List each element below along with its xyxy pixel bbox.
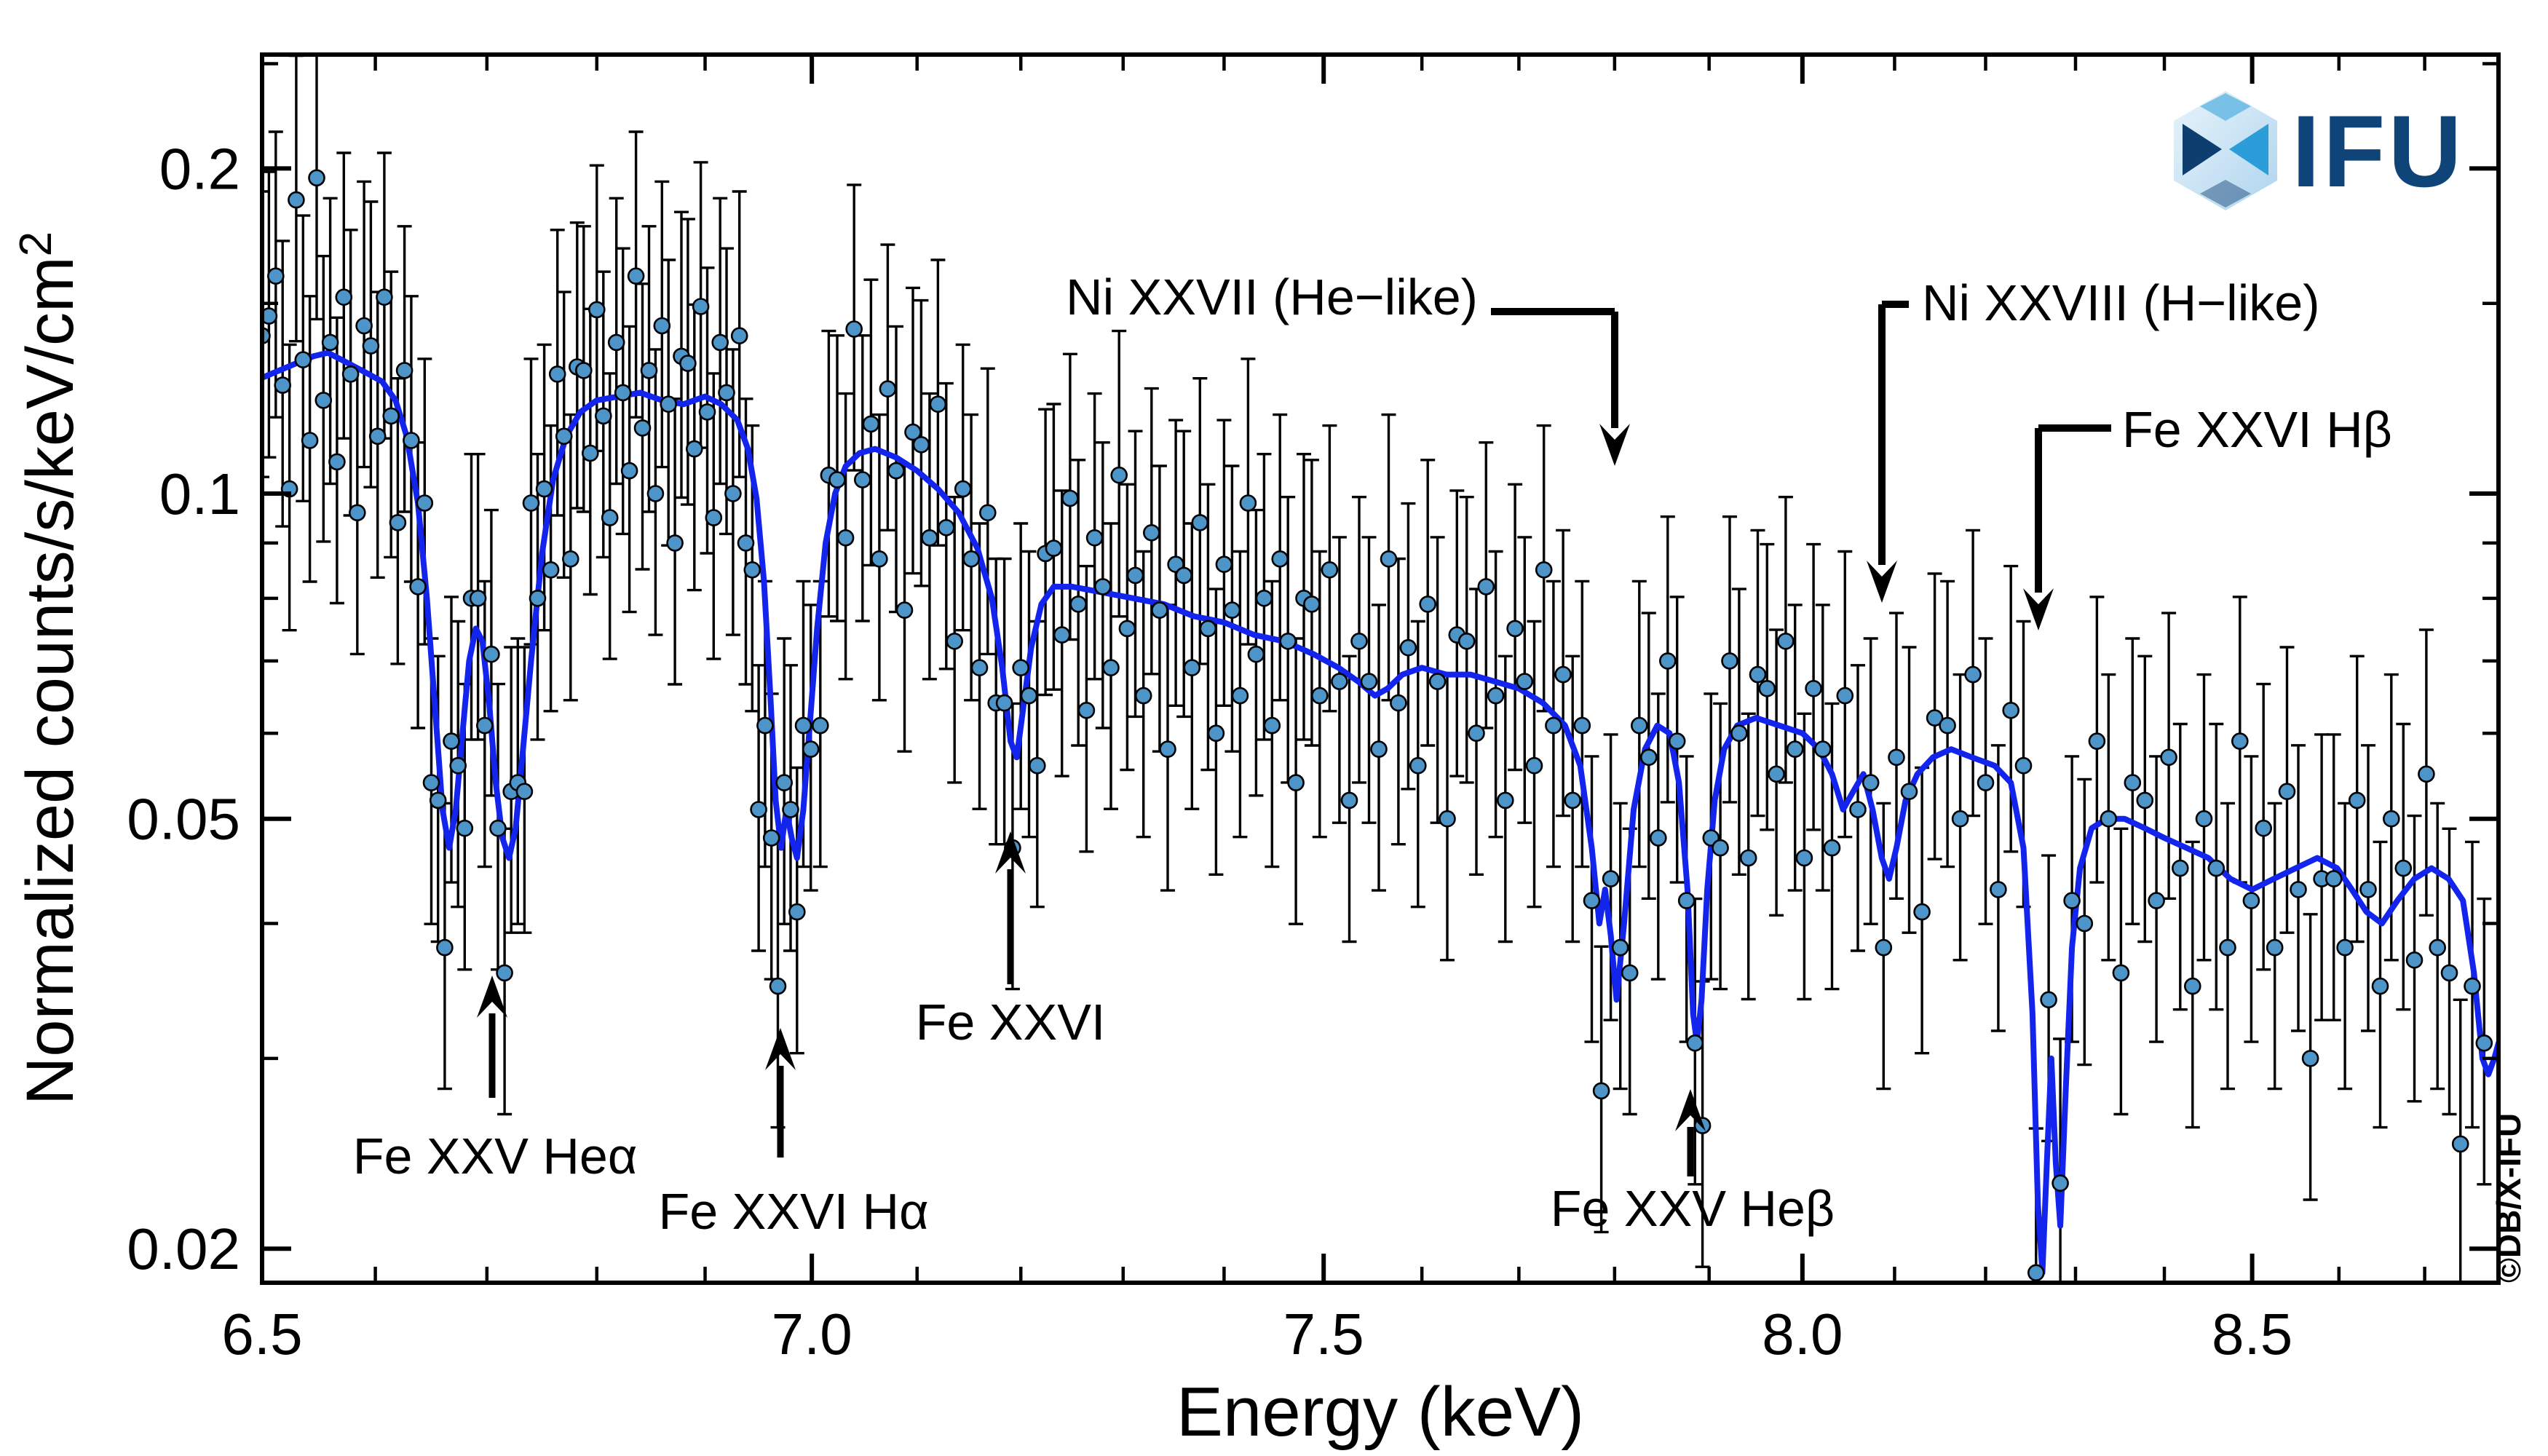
arrowhead-down-icon — [2023, 588, 2054, 630]
line-annotation: Fe XXV Heα — [353, 976, 638, 1184]
y-tick-label: 0.1 — [159, 462, 240, 526]
line-annotation: Fe XXVI Hβ — [2023, 401, 2392, 630]
x-tick-label: 8.0 — [1762, 1302, 1843, 1366]
annotation-label: Ni XXVII (He−like) — [1066, 269, 1478, 325]
arrowhead-up-icon — [765, 1028, 796, 1070]
plot-frame — [260, 52, 2501, 1285]
x-tick-label: 7.5 — [1283, 1302, 1364, 1366]
ifu-logo-text: IFU — [2292, 94, 2465, 208]
svg-text:©DB/X-IFU: ©DB/X-IFU — [2490, 1113, 2528, 1283]
tick-labels: 6.5 7.0 7.5 8.0 8.5 0.02 0.05 0.1 0.2 — [127, 136, 2292, 1366]
annotation-label: Fe XXV Heα — [353, 1128, 638, 1184]
data-points — [262, 169, 2493, 1282]
svg-text:Normalized counts/s/keV/cm2: Normalized counts/s/keV/cm2 — [11, 232, 87, 1105]
annotation-label: Ni XXVIII (H−like) — [1922, 274, 2320, 331]
line-annotation: Fe XXVI Hα — [658, 1028, 929, 1240]
error-bars — [262, 55, 2492, 1283]
line-annotation: Fe XXVI — [916, 831, 1106, 1051]
annotation-label: Fe XXVI — [916, 994, 1106, 1051]
ifu-logo: IFU — [2174, 91, 2465, 210]
annotation-label: Fe XXVI Hα — [658, 1183, 928, 1240]
y-tick-label: 0.05 — [127, 787, 240, 852]
y-tick-label: 0.02 — [127, 1216, 240, 1281]
x-tick-label: 7.0 — [772, 1302, 852, 1366]
annotation-label: Fe XXV Heβ — [1551, 1180, 1835, 1237]
x-tick-label: 8.5 — [2212, 1302, 2292, 1366]
arrowhead-up-icon — [1675, 1089, 1706, 1131]
line-annotation: Fe XXV Heβ — [1551, 1089, 1835, 1237]
arrowhead-down-icon — [1867, 561, 1897, 603]
x-tick-label: 6.5 — [221, 1302, 302, 1366]
line-annotation: Ni XXVII (He−like) — [1066, 269, 1630, 466]
y-axis-label: Normalized counts/s/keV/cm2 — [11, 232, 87, 1105]
y-tick-label: 0.2 — [159, 136, 240, 201]
annotation-label: Fe XXVI Hβ — [2122, 401, 2392, 458]
arrowhead-up-icon — [995, 831, 1026, 874]
model-line — [262, 349, 2498, 1276]
axis-ticks — [260, 55, 2498, 1283]
copyright-text: ©DB/X-IFU — [2490, 1113, 2528, 1283]
ifu-cube-icon — [2174, 91, 2277, 210]
line-annotation: Ni XXVIII (H−like) — [1867, 274, 2320, 603]
x-axis-label: Energy (keV) — [1176, 1373, 1584, 1451]
arrowhead-up-icon — [477, 976, 507, 1018]
arrowhead-down-icon — [1599, 424, 1630, 466]
